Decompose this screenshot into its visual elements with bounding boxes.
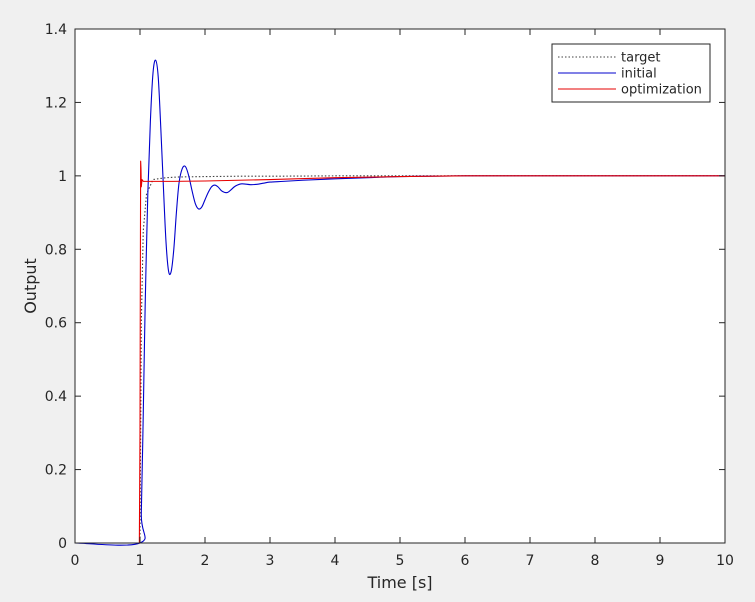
x-tick-label: 7	[526, 553, 535, 569]
x-tick-label: 10	[716, 553, 734, 569]
series-line-initial	[74, 59, 725, 546]
x-tick-label: 3	[266, 553, 275, 569]
y-axis: 0 0.2 0.4 0.6 0.8 1 1.2 1.4	[45, 22, 725, 552]
x-tick-label: 4	[331, 553, 340, 569]
series-line-optimization	[75, 160, 725, 544]
y-tick-label: 0	[58, 536, 67, 552]
plot-area	[75, 29, 725, 543]
x-axis-label: Time [s]	[366, 573, 432, 592]
series-layer	[74, 59, 725, 546]
y-tick-label: 0.4	[45, 389, 67, 405]
y-tick-label: 1.4	[45, 22, 67, 38]
y-tick-label: 0.8	[45, 242, 67, 258]
y-axis-label: Output	[21, 258, 40, 314]
x-tick-label: 9	[656, 553, 665, 569]
y-tick-label: 0.2	[45, 463, 67, 479]
x-tick-label: 0	[71, 553, 80, 569]
x-tick-label: 5	[396, 553, 405, 569]
x-axis: 0 1 2 3 4 5 6 7 8 9 10	[71, 29, 734, 569]
x-tick-label: 8	[591, 553, 600, 569]
x-tick-label: 2	[201, 553, 210, 569]
y-tick-label: 1	[58, 169, 67, 185]
legend-label-initial: initial	[621, 67, 657, 82]
x-tick-label: 1	[136, 553, 145, 569]
y-tick-label: 1.2	[45, 95, 67, 111]
y-tick-label: 0.6	[45, 316, 67, 332]
legend-label-optimization: optimization	[621, 83, 702, 98]
x-tick-label: 6	[461, 553, 470, 569]
legend-label-target: target	[621, 51, 661, 66]
